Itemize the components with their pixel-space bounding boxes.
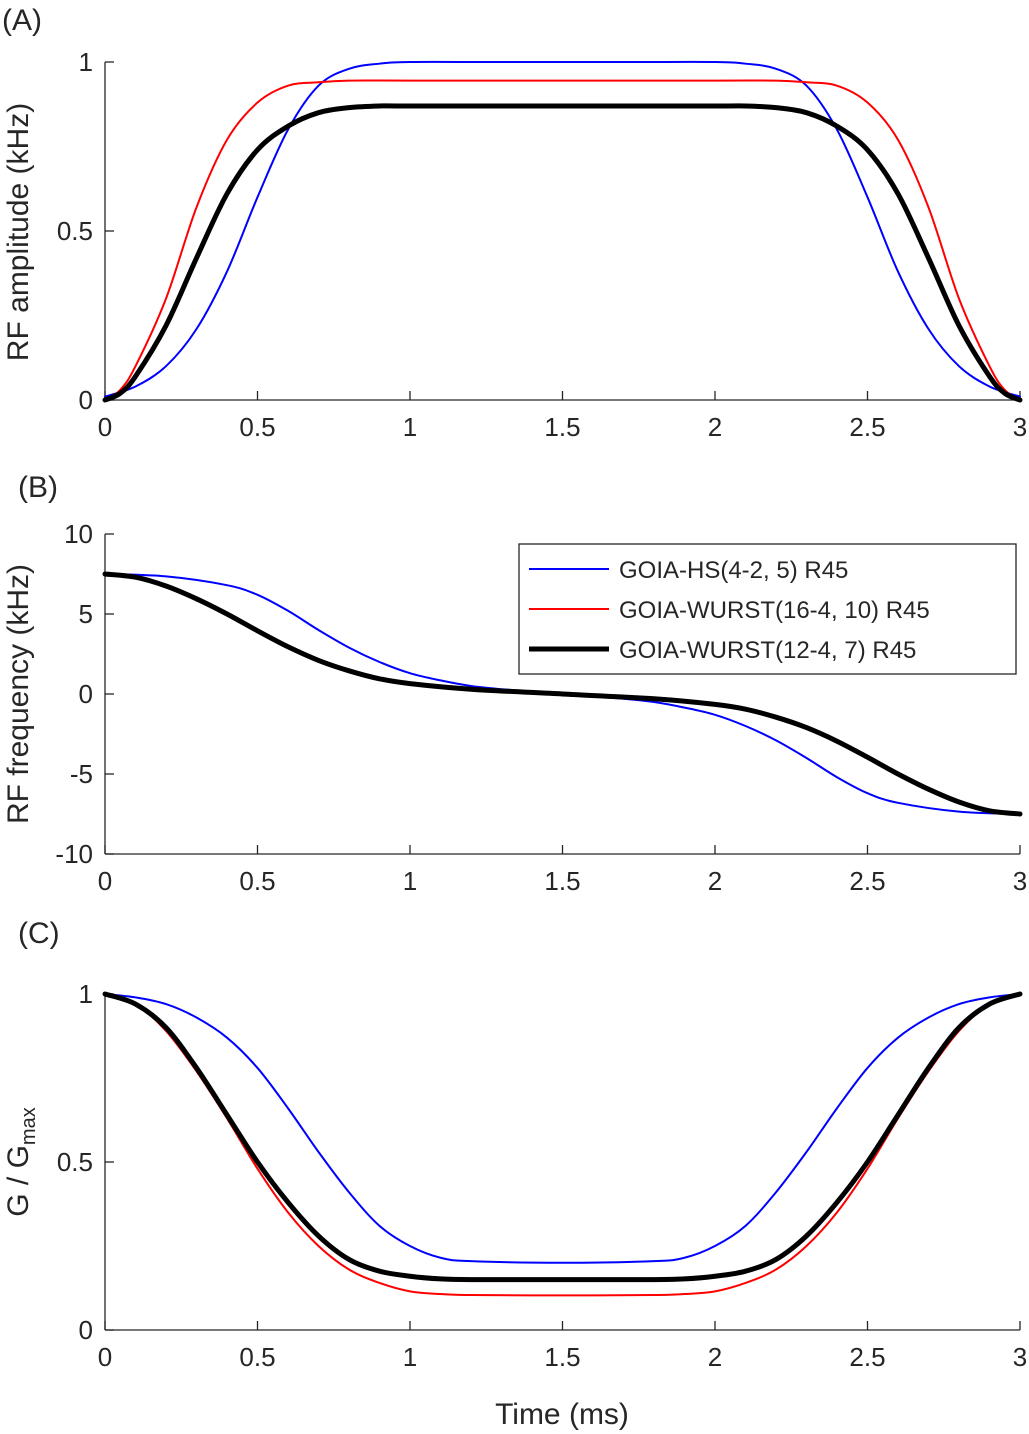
panel-c-xtick-label: 1 (403, 1342, 417, 1372)
panel-c-ylabel: G / Gmax (2, 1107, 40, 1216)
panel-c-xtick-label: 2 (708, 1342, 722, 1372)
panel-c-xtick-label: 0.5 (239, 1342, 275, 1372)
panel-c-series-goia-hs-4-2-5-r45 (104, 993, 1021, 1264)
panel-a-xtick-label: 2.5 (849, 412, 885, 442)
panel-b-xtick-label: 0 (98, 866, 112, 896)
panel-c-label: (C) (18, 917, 60, 950)
panel-b: (B) RF frequency (kHz) 0 0.5 1 1.5 2 2.5 3 -10 -… (2, 471, 1027, 896)
panel-b-ticks: 0 0.5 1 1.5 2 2.5 3 -10 -5 0 5 10 (55, 519, 1027, 896)
panel-a-xtick-label: 0.5 (239, 412, 275, 442)
panel-c-xtick-label: 0 (98, 1342, 112, 1372)
panel-b-ytick-label: -5 (70, 759, 93, 789)
panel-a-ytick-label: 0.5 (57, 216, 93, 246)
panel-c-ylabel-sub: max (18, 1107, 40, 1145)
panel-a-xtick-label: 3 (1013, 412, 1027, 442)
panel-c-series-goia-wurst-16-4-10-r45 (104, 993, 1021, 1297)
panel-a-xtick-label: 1 (403, 412, 417, 442)
panel-b-ytick-label: 0 (79, 679, 93, 709)
panel-b-xtick-label: 2 (708, 866, 722, 896)
panel-c-ytick-label: 0 (79, 1315, 93, 1345)
panel-c-xtick-label: 3 (1013, 1342, 1027, 1372)
panel-a-ytick-label: 0 (79, 385, 93, 415)
panel-a-series-goia-wurst-12-4-7-r45 (102, 103, 1023, 403)
panel-b-series-goia-wurst-12-4-7-r45 (102, 571, 1023, 817)
panel-b-label: (B) (18, 471, 58, 504)
panel-a-xtick-label: 1.5 (544, 412, 580, 442)
panel-b-xtick-label: 2.5 (849, 866, 885, 896)
panel-a-ylabel: RF amplitude (kHz) (2, 103, 35, 361)
panel-b-xtick-label: 3 (1013, 866, 1027, 896)
panel-a-xtick-label: 0 (98, 412, 112, 442)
panel-c-xlabel: Time (ms) (495, 1398, 629, 1431)
panel-a-ticks: 0 0.5 1 1.5 2 2.5 3 0 0.5 1 (57, 47, 1027, 442)
panel-a-series-goia-hs-4-2-5-r45 (104, 60, 1021, 398)
panel-a-ytick-label: 1 (79, 47, 93, 77)
panel-c-ylabel-main: G / G (2, 1145, 35, 1217)
panel-b-xtick-label: 1.5 (544, 866, 580, 896)
panel-c-xtick-label: 1.5 (544, 1342, 580, 1372)
panel-c-ticks: 0 0.5 1 1.5 2 2.5 3 0 0.5 1 (57, 979, 1027, 1372)
panel-c-series (102, 991, 1023, 1297)
panel-b-xtick-label: 0.5 (239, 866, 275, 896)
panel-b-xtick-label: 1 (403, 866, 417, 896)
legend-entry-hs: GOIA-HS(4-2, 5) R45 (619, 557, 848, 584)
panel-b-ytick-label: 10 (64, 519, 93, 549)
panel-c-series-goia-wurst-12-4-7-r45 (102, 991, 1023, 1283)
panel-c-ytick-label: 0.5 (57, 1147, 93, 1177)
legend-entry-wurst-16-4: GOIA-WURST(16-4, 10) R45 (619, 597, 930, 624)
panel-a: (A) RF amplitude (kHz) 0 0.5 1 1.5 2 2.5 3 0 0.5… (2, 4, 1027, 442)
panel-b-ytick-label: -10 (55, 839, 93, 869)
panel-a-xtick-label: 2 (708, 412, 722, 442)
panel-b-series (102, 571, 1023, 817)
panel-c-xtick-label: 2.5 (849, 1342, 885, 1372)
panel-c-ytick-label: 1 (79, 979, 93, 1009)
panel-b-ylabel: RF frequency (kHz) (2, 564, 35, 824)
panel-c: (C) G / Gmax 0 0.5 1 1.5 2 2.5 3 0 0.5 1 Time (ms… (2, 917, 1027, 1431)
panel-a-series (102, 60, 1023, 403)
panel-a-series-goia-wurst-16-4-10-r45 (104, 79, 1021, 401)
panel-b-ytick-label: 5 (79, 599, 93, 629)
legend: GOIA-HS(4-2, 5) R45 GOIA-WURST(16-4, 10)… (518, 543, 1017, 675)
panel-a-label: (A) (2, 4, 42, 37)
legend-entry-wurst-12-4: GOIA-WURST(12-4, 7) R45 (619, 637, 916, 664)
